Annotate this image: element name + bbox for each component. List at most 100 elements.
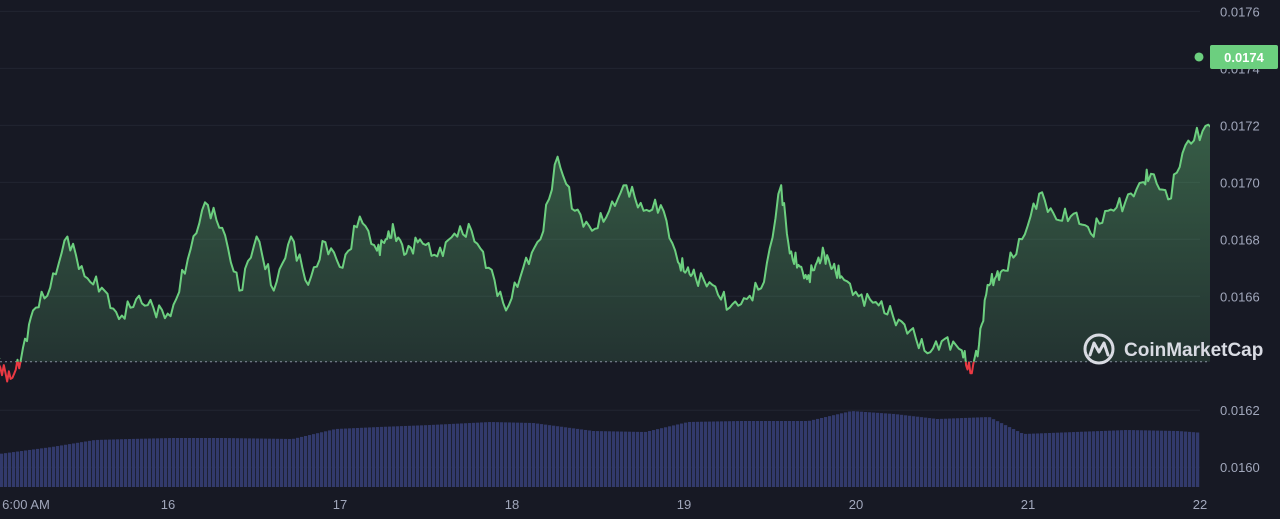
volume-bar bbox=[564, 427, 568, 487]
volume-bar bbox=[436, 424, 440, 487]
volume-bar bbox=[4, 453, 8, 487]
volume-bar bbox=[608, 431, 612, 487]
volume-bar bbox=[556, 426, 560, 487]
volume-bar bbox=[32, 449, 36, 487]
volume-bar bbox=[920, 417, 924, 487]
volume-bar bbox=[1172, 430, 1176, 487]
volume-bar bbox=[772, 421, 776, 487]
volume-bar bbox=[252, 438, 256, 487]
volume-bar bbox=[752, 421, 756, 487]
volume-bar bbox=[1184, 431, 1188, 487]
volume-bar bbox=[676, 424, 680, 487]
volume-bar bbox=[476, 422, 480, 487]
volume-bar bbox=[272, 438, 276, 487]
volume-bar bbox=[872, 412, 876, 487]
volume-bar bbox=[1096, 431, 1100, 487]
volume-bar bbox=[820, 417, 824, 487]
volume-bar bbox=[200, 438, 204, 487]
x-tick-label-3: 18 bbox=[505, 497, 519, 512]
volume-bar bbox=[592, 431, 596, 487]
volume-bar bbox=[1064, 432, 1068, 487]
volume-bar bbox=[340, 428, 344, 487]
volume-bar bbox=[644, 431, 648, 487]
volume-bar bbox=[1080, 431, 1084, 487]
volume-bar bbox=[788, 421, 792, 487]
volume-bar bbox=[1128, 430, 1132, 487]
volume-bar bbox=[800, 421, 804, 487]
volume-bar bbox=[424, 425, 428, 487]
volume-bar bbox=[0, 453, 4, 487]
volume-bar bbox=[8, 452, 12, 487]
volume-bar bbox=[108, 439, 112, 487]
volume-bar bbox=[952, 418, 956, 487]
volume-bar bbox=[240, 438, 244, 487]
volume-bar bbox=[220, 438, 224, 487]
volume-bar bbox=[404, 425, 408, 487]
volume-bar bbox=[196, 438, 200, 487]
volume-bar bbox=[488, 422, 492, 487]
volume-bar bbox=[508, 422, 512, 487]
volume-bar bbox=[360, 427, 364, 487]
volume-bar bbox=[860, 411, 864, 487]
volume-bar bbox=[96, 439, 100, 487]
volume-bar bbox=[528, 422, 532, 487]
volume-bar bbox=[348, 428, 352, 487]
volume-bar bbox=[444, 424, 448, 487]
volume-bar bbox=[400, 426, 404, 487]
volume-bar bbox=[280, 438, 284, 487]
volume-bar bbox=[468, 423, 472, 487]
volume-bar bbox=[760, 421, 764, 487]
volume-bar bbox=[76, 442, 80, 487]
volume-bar bbox=[1088, 431, 1092, 487]
volume-bar bbox=[372, 427, 376, 487]
volume-bar bbox=[112, 439, 116, 487]
volume-bar bbox=[292, 438, 296, 487]
x-tick-label-7: 22 bbox=[1193, 497, 1207, 512]
volume-bar bbox=[1092, 431, 1096, 487]
volume-bar bbox=[168, 438, 172, 487]
volume-bar bbox=[1076, 431, 1080, 487]
volume-bar bbox=[408, 425, 412, 487]
volume-bar bbox=[540, 424, 544, 487]
volume-bar bbox=[724, 421, 728, 487]
volume-bar bbox=[1188, 431, 1192, 487]
volume-bar bbox=[1192, 432, 1196, 487]
volume-bar bbox=[1000, 423, 1004, 487]
volume-bar bbox=[560, 426, 564, 487]
volume-bar bbox=[720, 421, 724, 487]
volume-bar bbox=[496, 422, 500, 487]
volume-bar bbox=[68, 444, 72, 487]
volume-bar bbox=[308, 435, 312, 487]
volume-bar bbox=[312, 434, 316, 487]
volume-bar bbox=[768, 421, 772, 487]
volume-bar bbox=[988, 417, 992, 487]
x-tick-label-1: 16 bbox=[161, 497, 175, 512]
volume-bar bbox=[320, 432, 324, 487]
volume-bar bbox=[1020, 433, 1024, 487]
volume-bar bbox=[1060, 432, 1064, 487]
volume-bar bbox=[116, 439, 120, 487]
volume-bar bbox=[936, 419, 940, 487]
volume-bar bbox=[156, 438, 160, 487]
volume-bar bbox=[1120, 430, 1124, 487]
volume-bar bbox=[876, 412, 880, 487]
volume-bar bbox=[1036, 433, 1040, 487]
volume-bar bbox=[212, 438, 216, 487]
volume-bar bbox=[344, 428, 348, 487]
volume-bar bbox=[456, 423, 460, 487]
volume-bar bbox=[1168, 430, 1172, 487]
volume-bar bbox=[844, 412, 848, 487]
volume-bar bbox=[584, 429, 588, 487]
volume-bar bbox=[288, 438, 292, 487]
volume-bar bbox=[88, 440, 92, 487]
volume-bar bbox=[740, 421, 744, 487]
volume-bar bbox=[136, 438, 140, 487]
volume-bar bbox=[712, 421, 716, 487]
price-area bbox=[0, 124, 1210, 362]
volume-bar bbox=[532, 423, 536, 487]
volume-bar bbox=[804, 421, 808, 487]
volume-bar bbox=[24, 450, 28, 487]
volume-bar bbox=[624, 431, 628, 487]
volume-bar bbox=[164, 438, 168, 487]
